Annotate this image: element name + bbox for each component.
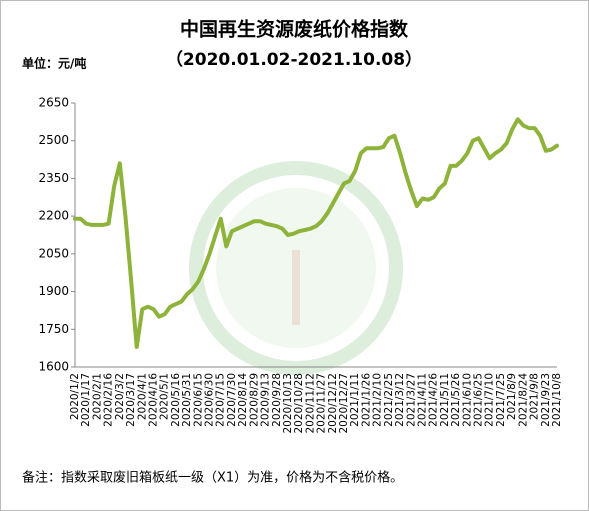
y-tick-label: 2050 [38,246,69,260]
x-tick-label: 2021/7/25 [495,373,507,427]
y-tick-label: 2200 [38,209,69,223]
x-tick-label: 2021/5/11 [439,373,451,427]
x-tick-label: 2021/1/11 [349,373,361,427]
x-tick-label: 2020/6/15 [192,373,204,427]
x-tick-label: 2020/5/1 [159,373,171,420]
x-tick-label: 2021/4/26 [428,373,440,427]
x-tick-label: 2021/3/27 [405,373,417,427]
x-tick-label: 2021/9/23 [540,373,552,427]
y-tick-label: 1600 [38,360,69,374]
y-tick-label: 2650 [38,96,69,110]
x-tick-label: 2020/9/28 [271,373,283,427]
x-tick-label: 2020/2/16 [103,373,115,427]
x-tick-label: 2020/9/13 [260,373,272,427]
x-tick-label: 2021/8/24 [517,373,529,427]
note: 备注：指数采取废旧箱板纸一级（X1）为准，价格为不含税价格。 [22,470,403,486]
line [73,117,559,349]
y-tick-label: 1750 [38,322,69,336]
x-tick-label: 2020/10/13 [282,373,294,434]
x-tick-label: 2020/5/31 [181,373,193,427]
x-tick-label: 2020/7/30 [226,373,238,427]
x-tick-label: 2020/2/1 [91,373,103,420]
x-tick-label: 2021/2/25 [383,373,395,427]
x-tick-label: 2021/7/10 [484,373,496,427]
x-tick-label: 2020/11/27 [316,373,328,434]
chart-subtitle: （2020.01.02-2021.10.08） [166,49,422,70]
x-tick-label: 2020/12/12 [327,373,339,434]
x-tick-label: 2020/4/1 [136,373,148,420]
x-tick-label: 2020/1/2 [69,373,81,420]
x-tick-label: 2020/3/17 [125,373,137,427]
x-tick-label: 2020/12/27 [338,373,350,434]
y-tick-label: 2350 [38,171,69,185]
watermark [189,161,403,375]
x-tick-label: 2020/11/12 [304,373,316,434]
x-tick-label: 2021/1/26 [360,373,372,427]
x-tick-label: 2020/8/29 [248,373,260,427]
x-tick-label: 2020/8/14 [237,373,249,427]
x-tick-label: 2021/6/25 [473,373,485,427]
x-tick-label: 2020/6/30 [204,373,216,427]
x-tick-label: 2020/7/15 [215,373,227,427]
x-tick-label: 2020/5/16 [170,373,182,427]
x-tick-label: 2021/8/9 [506,373,518,420]
unit-label: 单位：元/吨 [22,56,86,71]
y-tick-label: 1900 [38,284,69,298]
x-tick-label: 2021/5/26 [450,373,462,427]
x-tick-label: 2020/3/2 [114,373,126,420]
x-tick-label: 2021/3/12 [394,373,406,427]
x-tick-label: 2021/4/11 [416,373,428,427]
x-tick-label: 2020/10/28 [293,373,305,434]
x-tick-label: 2021/10/8 [551,373,563,427]
chart-title: 中国再生资源废纸价格指数 [180,18,409,41]
x-tick-label: 2021/6/10 [461,373,473,427]
y-tick-label: 2500 [38,133,69,147]
x-tick-label: 2021/9/8 [529,373,541,420]
x-tick-label: 2021/2/10 [372,373,384,427]
x-tick-label: 2020/1/17 [80,373,92,427]
x-tick-label: 2020/4/16 [147,373,159,427]
